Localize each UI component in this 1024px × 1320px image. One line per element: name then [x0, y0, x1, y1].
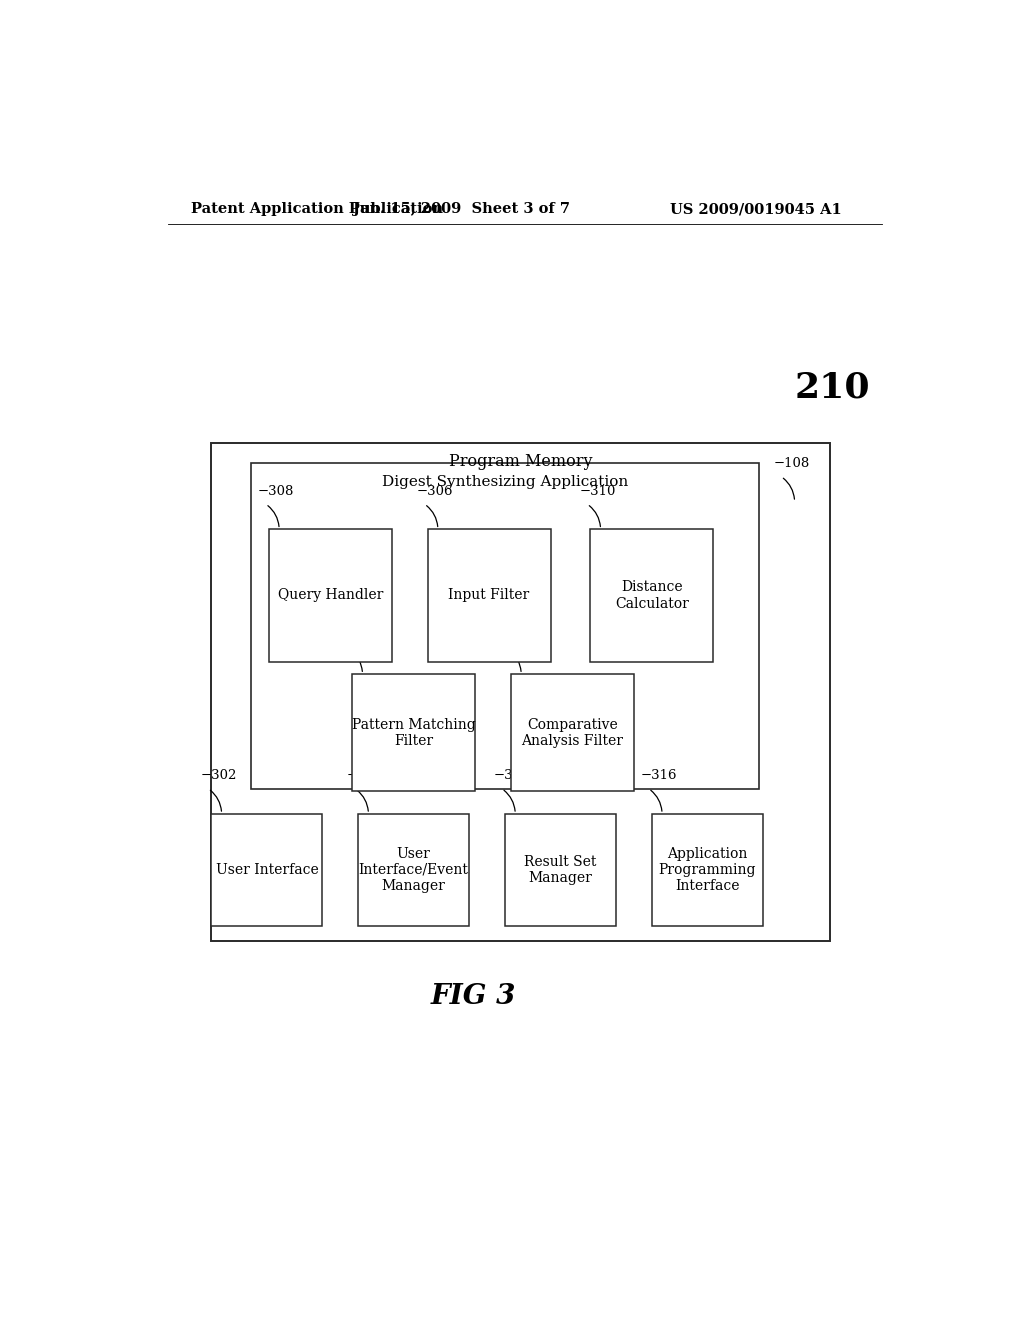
- Text: −310: −310: [580, 484, 615, 498]
- Text: US 2009/0019045 A1: US 2009/0019045 A1: [671, 202, 842, 216]
- Text: Patent Application Publication: Patent Application Publication: [191, 202, 443, 216]
- Bar: [651, 814, 763, 925]
- Bar: [211, 444, 830, 941]
- Bar: [511, 675, 634, 791]
- Text: Jan. 15, 2009  Sheet 3 of 7: Jan. 15, 2009 Sheet 3 of 7: [353, 202, 569, 216]
- Bar: [505, 814, 616, 925]
- Text: −306: −306: [417, 484, 453, 498]
- Text: −308: −308: [258, 484, 294, 498]
- Bar: [352, 675, 475, 791]
- Text: Digest Synthesizing Application: Digest Synthesizing Application: [382, 475, 628, 488]
- Text: −316: −316: [641, 770, 677, 783]
- Text: Result Set
Manager: Result Set Manager: [524, 855, 597, 884]
- Text: Pattern Matching
Filter: Pattern Matching Filter: [352, 718, 475, 747]
- Text: Application
Programming
Interface: Application Programming Interface: [658, 846, 756, 894]
- Text: FIG 3: FIG 3: [430, 983, 516, 1010]
- Text: −312: −312: [341, 630, 378, 643]
- Text: −108: −108: [773, 458, 809, 470]
- Text: Query Handler: Query Handler: [278, 589, 383, 602]
- Text: Distance
Calculator: Distance Calculator: [614, 581, 689, 611]
- Text: −304: −304: [347, 770, 383, 783]
- Bar: [211, 814, 323, 925]
- Bar: [251, 463, 759, 788]
- Bar: [358, 814, 469, 925]
- Text: Program Memory: Program Memory: [450, 453, 593, 470]
- Text: User Interface: User Interface: [215, 863, 318, 876]
- Text: −318: −318: [500, 630, 537, 643]
- Text: 210: 210: [795, 370, 870, 404]
- Bar: [428, 529, 551, 661]
- Bar: [269, 529, 392, 661]
- Text: −314: −314: [494, 770, 530, 783]
- Text: Input Filter: Input Filter: [449, 589, 529, 602]
- Text: Comparative
Analysis Filter: Comparative Analysis Filter: [521, 718, 624, 747]
- Text: User
Interface/Event
Manager: User Interface/Event Manager: [358, 846, 469, 894]
- Bar: [590, 529, 714, 661]
- Text: −302: −302: [201, 770, 237, 783]
